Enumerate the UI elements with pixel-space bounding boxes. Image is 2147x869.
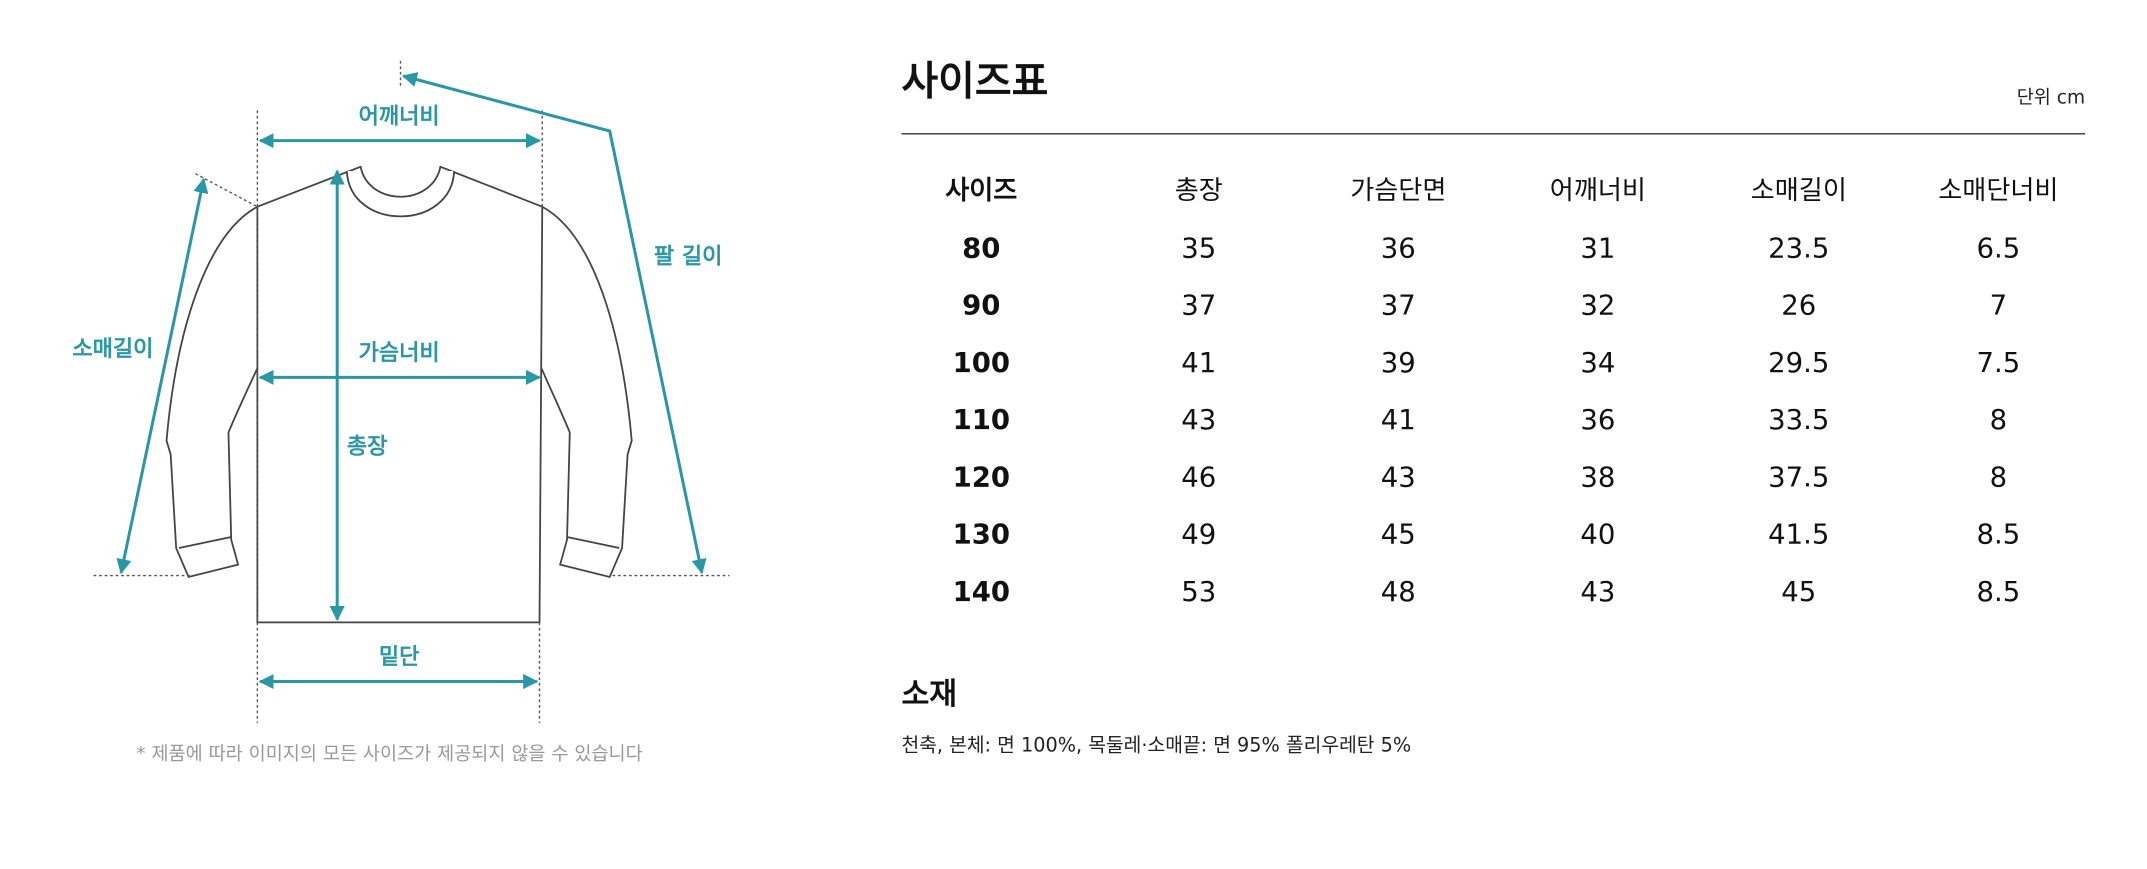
table-cell: 35 <box>1181 232 1216 264</box>
label-hem: 밑단 <box>379 645 420 670</box>
table-cell: 41 <box>1381 404 1416 436</box>
table-cell: 6.5 <box>1976 232 2020 264</box>
table-cell: 37.5 <box>1768 461 1829 493</box>
footnote: * 제품에 따라 이미지의 모든 사이즈가 제공되지 않을 수 있습니다 <box>136 744 642 765</box>
label-shoulder: 어깨너비 <box>359 104 440 129</box>
table-cell: 41.5 <box>1768 519 1829 551</box>
table-cell: 29.5 <box>1768 347 1829 379</box>
material-text: 천축, 본체: 면 100%, 목둘레·소매끝: 면 95% 폴리우레탄 5% <box>901 734 1411 757</box>
table-cell: 8.5 <box>1976 576 2020 608</box>
table-cell: 43 <box>1181 404 1216 436</box>
table-cell: 32 <box>1580 290 1615 322</box>
table-cell: 36 <box>1381 232 1416 264</box>
size-label: 130 <box>953 519 1010 551</box>
column-header: 사이즈 <box>945 176 1017 206</box>
table-cell: 23.5 <box>1768 232 1829 264</box>
shirt-drawing <box>165 165 633 624</box>
column-header: 소매길이 <box>1751 176 1847 206</box>
table-title: 사이즈표 <box>901 59 1048 105</box>
table-cell: 37 <box>1381 290 1416 322</box>
table-cell: 45 <box>1381 519 1416 551</box>
column-header: 총장 <box>1175 176 1223 206</box>
size-label: 110 <box>953 404 1010 436</box>
table-cell: 8.5 <box>1976 519 2020 551</box>
size-label: 80 <box>962 232 1000 264</box>
size-table: 사이즈 총장 가슴단면 어깨너비 소매길이 소매단너비 80 35 36 31 23.5 6.5 90 3… <box>945 176 2058 608</box>
table-cell: 53 <box>1181 576 1216 608</box>
measure-arrows <box>116 72 707 690</box>
column-header: 가슴단면 <box>1350 176 1446 206</box>
label-length: 총장 <box>347 435 388 460</box>
table-cell: 40 <box>1580 519 1615 551</box>
label-arm: 팔 길이 <box>654 245 722 270</box>
table-cell: 26 <box>1781 290 1816 322</box>
table-cell: 7.5 <box>1976 347 2020 379</box>
table-cell: 8 <box>1990 461 2008 493</box>
column-header: 소매단너비 <box>1938 176 2058 206</box>
table-cell: 39 <box>1381 347 1416 379</box>
table-cell: 46 <box>1181 461 1216 493</box>
table-cell: 43 <box>1381 461 1416 493</box>
size-label: 120 <box>953 461 1010 493</box>
table-cell: 36 <box>1580 404 1615 436</box>
material-title: 소재 <box>901 677 957 712</box>
table-cell: 45 <box>1781 576 1816 608</box>
table-cell: 38 <box>1580 461 1615 493</box>
size-label: 100 <box>953 347 1010 379</box>
label-chest: 가슴너비 <box>359 341 440 366</box>
unit: 단위 cm <box>2017 87 2085 108</box>
column-header: 어깨너비 <box>1550 176 1646 206</box>
size-label: 140 <box>953 576 1010 608</box>
label-sleeve: 소매길이 <box>72 337 153 362</box>
table-cell: 7 <box>1990 290 2008 322</box>
table-cell: 37 <box>1181 290 1216 322</box>
table-cell: 49 <box>1181 519 1216 551</box>
size-label: 90 <box>962 290 1000 322</box>
table-cell: 34 <box>1580 347 1615 379</box>
table-cell: 43 <box>1580 576 1615 608</box>
table-cell: 31 <box>1580 232 1615 264</box>
table-cell: 48 <box>1381 576 1416 608</box>
table-cell: 8 <box>1990 404 2008 436</box>
table-cell: 41 <box>1181 347 1216 379</box>
table-cell: 33.5 <box>1768 404 1829 436</box>
